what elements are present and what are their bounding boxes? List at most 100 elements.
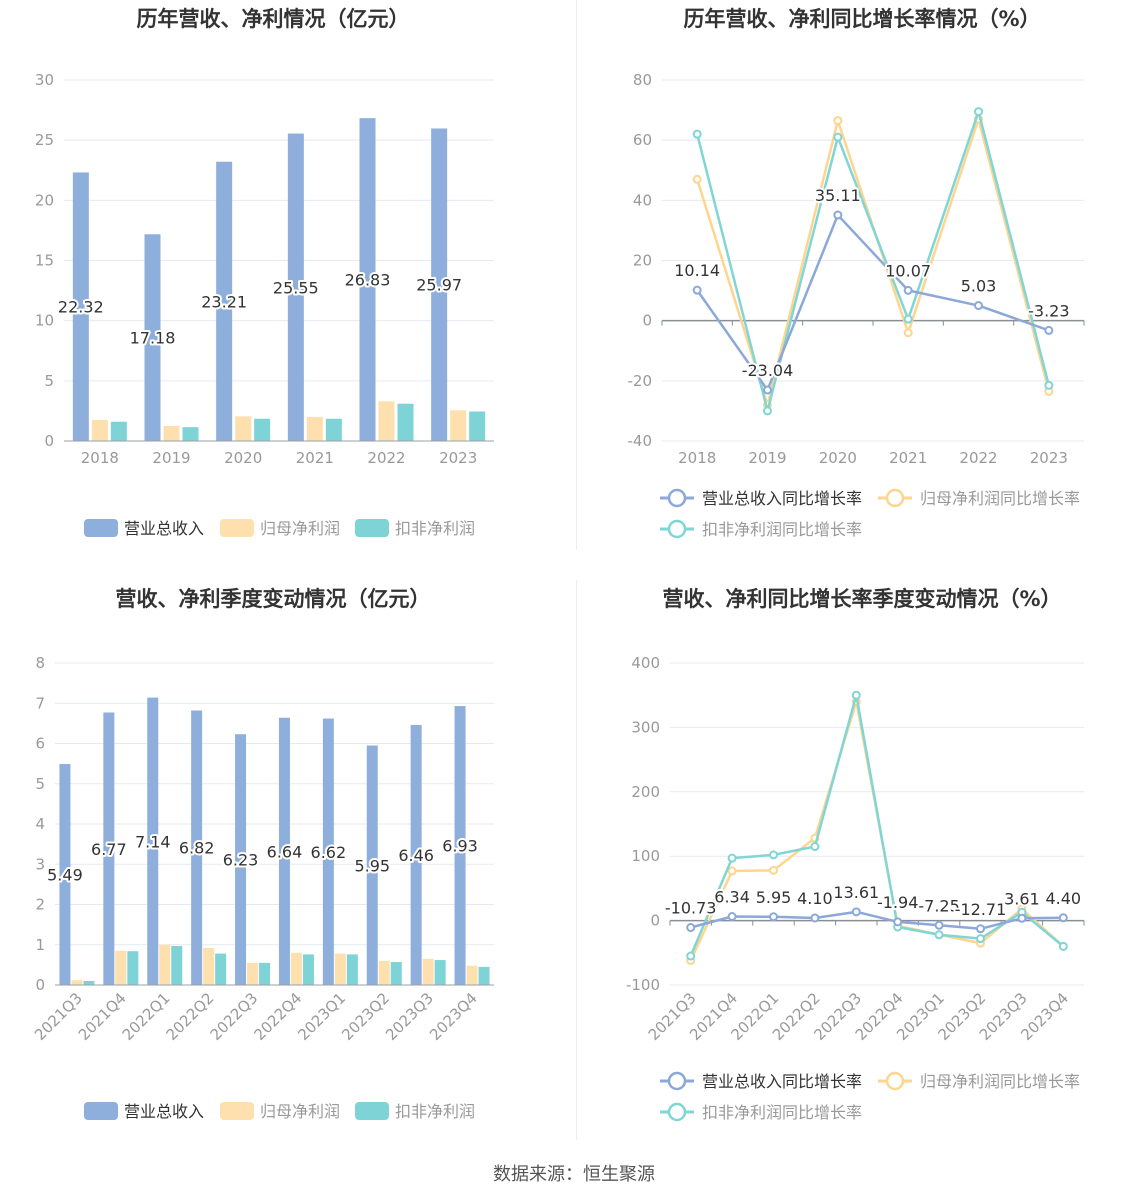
- deducted-profit-growth-point: [692, 129, 702, 139]
- revenue-growth-label-halo: 5.03: [961, 277, 997, 296]
- panel-divider-top: [576, 0, 577, 550]
- revenue-growth-label-halo: 10.14: [674, 261, 720, 280]
- revenue-growth-label-halo: 10.07: [885, 261, 931, 280]
- deducted-profit-bar: [182, 427, 199, 441]
- revenue-value-label: 6.62: [311, 843, 347, 862]
- revenue-growth-label: 10.07: [885, 261, 931, 280]
- revenue-value-label: 6.77: [91, 840, 127, 859]
- revenue-value-label-halo: 25.55: [273, 278, 319, 297]
- revenue-value-label: 25.97: [416, 276, 462, 295]
- net-profit-bar: [306, 416, 323, 441]
- revenue-growth-point: [763, 385, 772, 395]
- revenue-growth-label: -23.04: [742, 361, 794, 380]
- revenue-growth-point: [833, 210, 843, 220]
- legend-label: 营业总收入同比增长率: [702, 1072, 862, 1091]
- legend-label: 扣非净利润: [395, 1102, 475, 1121]
- y-tick-label: 15: [35, 252, 54, 270]
- revenue-value-label-halo: 17.18: [130, 329, 176, 348]
- deducted-profit-growth-point: [974, 107, 983, 117]
- net-profit-bar: [450, 410, 467, 441]
- deducted-profit-bar: [110, 421, 127, 441]
- legend-marker: [885, 1071, 905, 1091]
- revenue-value-label-halo: 25.97: [416, 276, 462, 295]
- annual-revenue-profit-panel: 历年营收、净利情况（亿元） 0 5 10 15 20 25 30 22.32 22.32 17.18…: [0, 0, 576, 560]
- x-tick-label: 2021: [296, 449, 334, 467]
- revenue-growth-label-halo: 35.11: [815, 186, 861, 205]
- net-profit-bar: [247, 962, 259, 985]
- revenue-bar: [278, 717, 290, 985]
- x-tick-label: 2021Q3: [31, 989, 86, 1044]
- y-tick-label: 2: [35, 896, 45, 914]
- x-tick-label: 2019: [152, 449, 190, 467]
- legend-label: 扣非净利润同比增长率: [702, 520, 862, 539]
- y-tick-label: 4: [35, 815, 45, 833]
- y-tick-label: -20: [628, 372, 653, 390]
- y-tick-label: 20: [35, 191, 54, 209]
- legend-label: 营业总收入: [124, 519, 204, 538]
- x-tick-label: 2022: [959, 449, 997, 467]
- revenue-growth-point: [686, 923, 696, 933]
- legend-label: 归母净利润同比增长率: [920, 1072, 1080, 1091]
- revenue-value-label: 6.46: [398, 846, 434, 865]
- revenue-value-label: 25.55: [273, 278, 319, 297]
- deducted-profit-bar: [83, 980, 95, 985]
- y-tick-label: 3: [35, 855, 45, 873]
- deducted-profit-growth-point: [1044, 380, 1054, 390]
- y-tick-label: 5: [44, 372, 54, 390]
- x-tick-label: 2023Q1: [294, 989, 349, 1044]
- revenue-value-label-halo: 23.21: [201, 292, 247, 311]
- revenue-bar: [359, 118, 376, 442]
- deducted-profit-growth-point: [903, 314, 913, 324]
- net-profit-growth-point: [769, 865, 778, 875]
- legend-swatch: [84, 519, 118, 537]
- revenue-bar: [431, 128, 448, 442]
- net-profit-bar: [71, 980, 83, 985]
- y-tick-label: 6: [35, 735, 45, 753]
- x-tick-label: 2020: [819, 449, 857, 467]
- y-tick-label: 10: [35, 312, 54, 330]
- net-profit-bar: [235, 416, 252, 441]
- deducted-profit-growth-point: [976, 934, 985, 944]
- revenue-growth-point: [769, 912, 778, 922]
- revenue-value-label: 17.18: [130, 329, 176, 348]
- x-tick-label: 2019: [748, 449, 786, 467]
- net-profit-growth-point: [692, 174, 702, 184]
- x-tick-label: 2023Q3: [382, 989, 437, 1044]
- revenue-growth-point: [727, 912, 737, 922]
- revenue-value-label: 5.95: [354, 856, 390, 875]
- deducted-profit-growth-line: [689, 693, 1065, 957]
- chart-title: 营收、净利季度变动情况（亿元）: [116, 587, 431, 611]
- net-profit-bar: [290, 952, 302, 985]
- revenue-value-label-halo: 5.49: [47, 866, 83, 885]
- legend-label: 扣非净利润: [395, 519, 475, 538]
- data-source-note: 数据来源：恒生聚源: [493, 1164, 655, 1185]
- legend-label: 归母净利润: [260, 519, 340, 538]
- y-tick-label: 100: [631, 847, 660, 865]
- revenue-growth-label: -12.71: [955, 900, 1007, 919]
- net-profit-bar: [466, 965, 478, 985]
- revenue-value-label: 7.14: [135, 832, 171, 851]
- deducted-profit-bar: [127, 951, 139, 985]
- y-tick-label: 0: [650, 912, 660, 930]
- y-tick-label: 200: [631, 783, 660, 801]
- revenue-value-label: 5.49: [47, 866, 83, 885]
- y-tick-label: 0: [35, 976, 45, 994]
- y-tick-label: -40: [628, 432, 653, 450]
- revenue-value-label: 23.21: [201, 292, 247, 311]
- x-tick-label: 2023: [1030, 449, 1068, 467]
- revenue-growth-label: 35.11: [815, 186, 861, 205]
- net-profit-bar: [334, 953, 346, 985]
- x-tick-label: 2023Q2: [338, 989, 393, 1044]
- deducted-profit-growth-line: [695, 110, 1051, 413]
- legend-label: 扣非净利润同比增长率: [702, 1103, 862, 1122]
- y-tick-label: 0: [642, 312, 652, 330]
- revenue-bar: [72, 172, 89, 441]
- legend-marker: [667, 519, 687, 539]
- revenue-growth-point: [974, 301, 983, 311]
- y-tick-label: 30: [35, 71, 54, 89]
- net-profit-bar: [163, 425, 180, 441]
- x-tick-label: 2021: [889, 449, 927, 467]
- legend-label: 营业总收入同比增长率: [702, 489, 862, 508]
- net-profit-bar: [159, 944, 171, 985]
